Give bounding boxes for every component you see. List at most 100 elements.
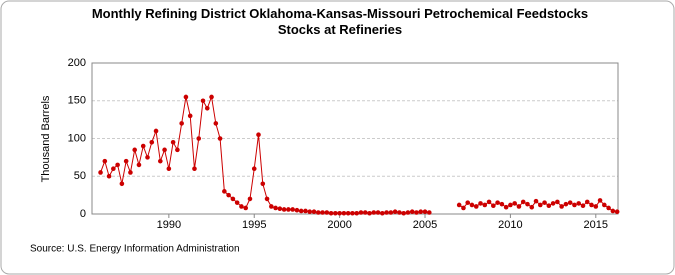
point	[384, 210, 389, 215]
point	[145, 155, 150, 160]
point	[140, 143, 146, 149]
point	[388, 210, 394, 215]
point	[256, 132, 261, 138]
point	[311, 209, 317, 215]
point	[281, 207, 287, 212]
point	[136, 162, 142, 168]
chart-title: Monthly Refining District Oklahoma-Kansa…	[91, 6, 589, 37]
y-tick-label: 50	[74, 170, 86, 182]
y-tick-label: 200	[68, 57, 86, 69]
point	[213, 121, 219, 126]
point	[401, 210, 406, 216]
point	[315, 210, 321, 215]
point	[414, 210, 419, 215]
point	[555, 199, 560, 205]
point	[128, 170, 133, 175]
point	[111, 166, 116, 171]
point	[456, 202, 462, 208]
point	[328, 210, 334, 216]
x-tick-label: 2005	[413, 219, 437, 231]
point	[572, 202, 577, 208]
point	[179, 121, 184, 126]
point	[597, 198, 603, 203]
point	[350, 210, 355, 216]
point	[508, 202, 513, 208]
point	[298, 208, 304, 214]
point	[542, 200, 547, 205]
x-tick-label: 2000	[327, 219, 351, 231]
point	[98, 170, 103, 175]
point	[102, 158, 108, 164]
point	[482, 202, 488, 208]
x-tick-label: 1990	[157, 219, 181, 231]
point	[602, 202, 607, 208]
point	[397, 210, 402, 215]
point	[550, 201, 556, 206]
point	[106, 173, 112, 179]
point	[175, 147, 180, 153]
x-tick-label: 2015	[584, 219, 608, 231]
point	[525, 201, 530, 207]
source: Source: U.S. Energy Information Administ…	[30, 244, 240, 255]
x-tick-label: 2010	[498, 219, 522, 231]
point	[610, 208, 616, 214]
point	[166, 166, 172, 171]
x-tick-label: 1995	[242, 219, 266, 231]
point	[499, 201, 505, 207]
point	[345, 210, 351, 216]
point	[115, 162, 120, 168]
point	[243, 205, 249, 211]
point	[546, 203, 552, 208]
point	[226, 192, 231, 198]
point	[606, 205, 611, 211]
point	[269, 204, 274, 209]
point	[486, 199, 492, 205]
point	[422, 209, 428, 215]
point	[320, 210, 325, 215]
point	[341, 210, 347, 216]
point	[230, 196, 236, 202]
point	[324, 210, 330, 215]
point	[576, 201, 582, 206]
point	[183, 94, 189, 100]
point	[584, 199, 590, 205]
point	[200, 98, 206, 104]
y-tick-label: 0	[80, 208, 86, 220]
point	[409, 209, 415, 215]
point	[187, 113, 193, 119]
point	[495, 200, 500, 205]
point	[491, 203, 496, 208]
point	[473, 204, 479, 209]
point	[418, 209, 424, 215]
point	[529, 204, 535, 210]
y-axis-label: Thousand Barrels	[40, 95, 52, 182]
point	[149, 139, 155, 145]
point	[217, 136, 223, 141]
point	[516, 204, 522, 209]
point	[469, 202, 475, 208]
point	[277, 206, 283, 212]
point	[405, 210, 411, 215]
y-tick-label: 150	[68, 95, 86, 107]
point	[273, 205, 278, 211]
point	[533, 198, 539, 204]
point	[290, 207, 295, 212]
point	[158, 158, 163, 164]
point	[132, 147, 137, 153]
point	[371, 210, 377, 215]
point	[354, 210, 360, 216]
point	[153, 128, 159, 134]
point	[303, 208, 308, 214]
point	[247, 196, 253, 202]
y-tick-label: 100	[68, 132, 86, 144]
point	[362, 210, 368, 215]
point	[503, 204, 509, 210]
point	[358, 210, 364, 215]
point	[461, 205, 466, 211]
point	[567, 200, 573, 205]
point	[209, 94, 214, 100]
point	[593, 204, 599, 209]
